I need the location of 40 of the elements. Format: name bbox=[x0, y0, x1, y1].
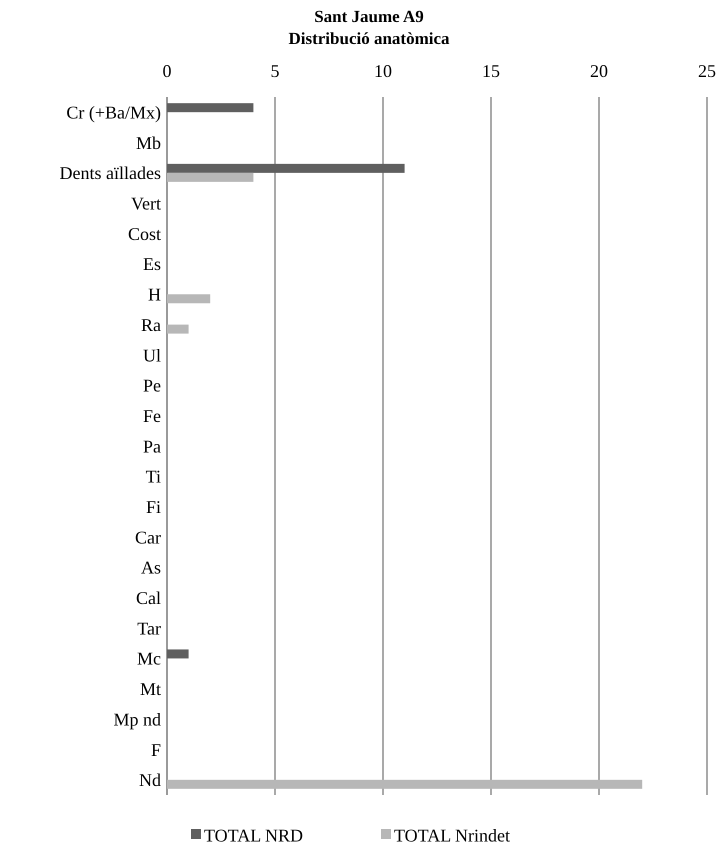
y-tick-label: Pa bbox=[143, 436, 162, 456]
y-tick-label: Pe bbox=[143, 376, 162, 396]
chart-title: Sant Jaume A9 bbox=[314, 7, 424, 26]
y-tick-label: Vert bbox=[131, 194, 161, 214]
y-tick-label: Es bbox=[143, 254, 161, 274]
y-tick-label: Fi bbox=[146, 496, 161, 517]
y-tick-label: Dents aïllades bbox=[60, 163, 161, 184]
y-tick-label: Cal bbox=[136, 588, 161, 608]
x-tick-label: 25 bbox=[698, 61, 716, 81]
y-tick-label: Cost bbox=[128, 224, 161, 244]
bar bbox=[167, 164, 405, 173]
bar bbox=[167, 649, 189, 658]
legend-label: TOTAL NRD bbox=[204, 825, 304, 846]
y-tick-label: Ra bbox=[141, 314, 162, 335]
y-tick-label: Mt bbox=[140, 679, 161, 700]
chart-subtitle: Distribució anatòmica bbox=[288, 29, 450, 48]
y-tick-label: Mb bbox=[136, 132, 161, 153]
y-tick-label: Cr (+Ba/Mx) bbox=[66, 102, 162, 122]
y-tick-label: Fe bbox=[143, 406, 162, 426]
bar bbox=[167, 172, 254, 182]
x-tick-label: 15 bbox=[482, 61, 500, 81]
bar bbox=[167, 294, 210, 304]
x-tick-label: 0 bbox=[162, 61, 172, 81]
y-tick-label: Ti bbox=[146, 466, 161, 487]
y-tick-label: Nd bbox=[139, 770, 161, 790]
x-tick-label: 20 bbox=[590, 61, 608, 81]
y-tick-label: As bbox=[140, 558, 161, 578]
y-tick-label: Ul bbox=[143, 345, 161, 366]
x-tick-label: 10 bbox=[374, 61, 392, 81]
y-tick-label: Tar bbox=[137, 618, 161, 638]
x-tick-label: 5 bbox=[270, 61, 280, 81]
bar bbox=[167, 324, 189, 334]
bar bbox=[167, 103, 254, 112]
bar bbox=[167, 780, 642, 789]
y-tick-label: Car bbox=[135, 527, 161, 548]
y-tick-label: H bbox=[148, 284, 161, 305]
y-tick-label: Mc bbox=[137, 648, 162, 669]
y-tick-label: Mp nd bbox=[113, 709, 161, 730]
y-tick-label: F bbox=[150, 740, 161, 760]
legend-label: TOTAL Nrindet bbox=[394, 825, 510, 846]
